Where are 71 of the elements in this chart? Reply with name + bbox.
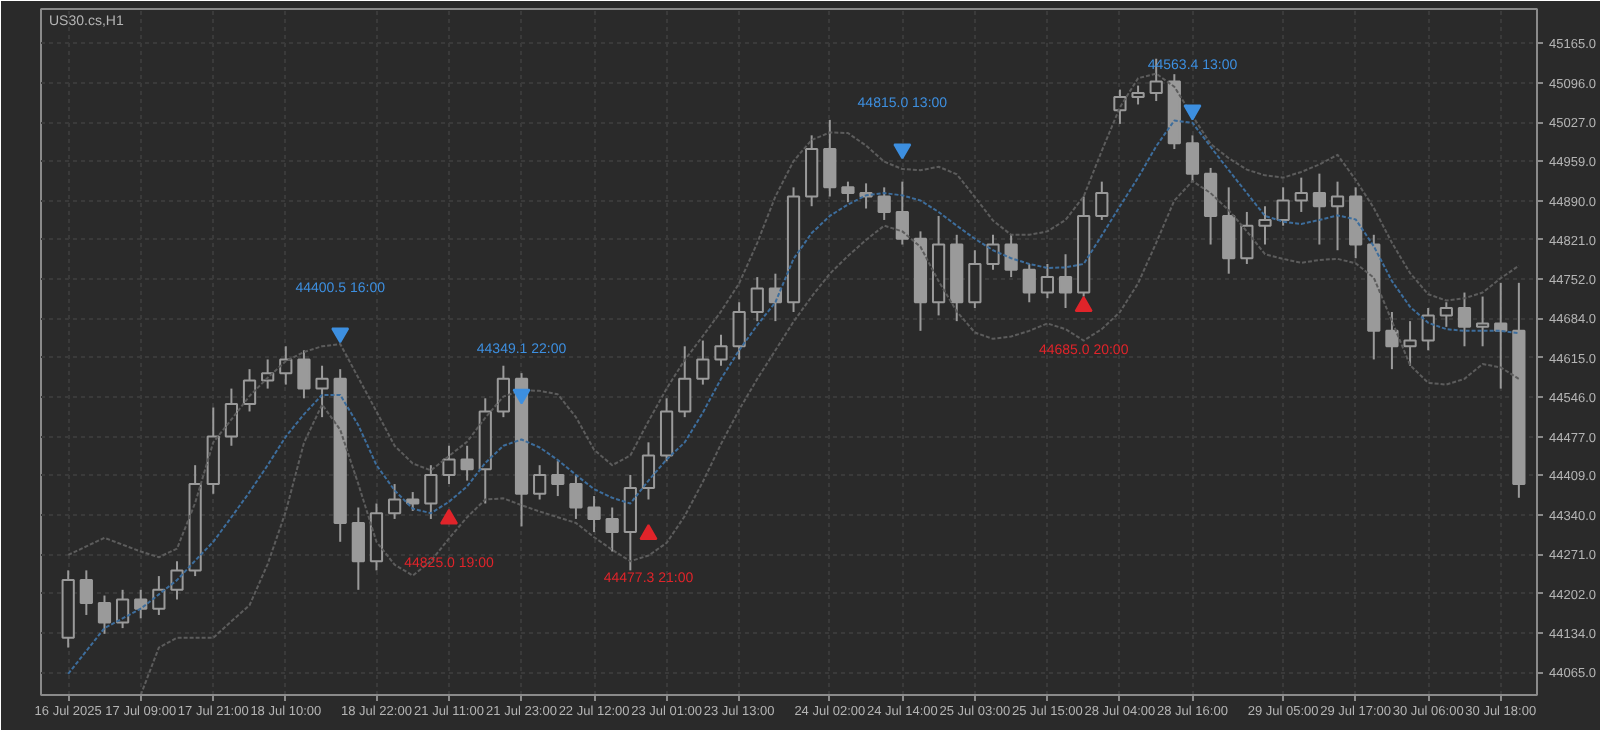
candlestick [496, 364, 511, 419]
candlestick [1276, 186, 1290, 227]
candlestick [823, 118, 837, 198]
candlestick [460, 444, 474, 482]
line-series [67, 119, 1520, 675]
point [440, 508, 458, 525]
candlestick [968, 249, 982, 309]
point [639, 524, 658, 540]
candlestick [895, 180, 909, 246]
candlestick [1421, 306, 1435, 352]
candlestick [1022, 262, 1036, 304]
candlestick [115, 588, 130, 630]
candlestick [641, 441, 656, 501]
candlestick [1457, 291, 1472, 348]
candlestick [714, 333, 728, 367]
candlestick [387, 483, 402, 520]
candlestick [623, 473, 637, 572]
candlestick [1385, 310, 1399, 371]
candlestick [1040, 262, 1055, 300]
candlestick [1403, 320, 1417, 367]
candlestick [424, 464, 438, 520]
candlestick [79, 569, 93, 616]
candlestick [351, 506, 365, 591]
candlestick [1222, 186, 1236, 275]
candlestick [297, 349, 311, 400]
candlestick [1312, 172, 1327, 246]
candlestick [569, 473, 583, 520]
candlestick [1475, 295, 1490, 348]
candlestick [1058, 253, 1073, 309]
candlestick [859, 182, 873, 210]
candlestick [605, 506, 619, 553]
candlestick [1330, 180, 1345, 252]
candlestick [805, 134, 819, 208]
point [1183, 104, 1202, 121]
candlestick [1258, 205, 1272, 246]
point [331, 327, 350, 344]
candlestick [1131, 84, 1145, 106]
candlestick [750, 276, 764, 323]
candlestick [224, 387, 239, 447]
point [893, 143, 912, 160]
candlestick [406, 491, 420, 512]
candlestick [551, 460, 565, 498]
candlestick [1185, 134, 1200, 183]
candlestick [986, 233, 1000, 271]
candlestick [442, 444, 456, 486]
candlestick [1004, 233, 1018, 279]
candlestick [1294, 176, 1308, 213]
candlestick [315, 364, 329, 419]
candlestick [841, 180, 855, 204]
candlestick [1203, 166, 1218, 246]
candlestick [152, 575, 166, 616]
candlestick [587, 495, 601, 534]
candlestick [1240, 210, 1254, 265]
candlestick [279, 345, 293, 386]
point [1074, 296, 1093, 312]
point [512, 388, 531, 405]
candlestick [1113, 88, 1127, 125]
candlestick [1494, 281, 1508, 390]
candlestick [696, 339, 710, 386]
candlestick [206, 406, 220, 495]
candlestick [533, 464, 547, 501]
candlestick [97, 594, 112, 635]
candlestick [242, 368, 257, 413]
candlestick [1439, 301, 1453, 328]
candlestick [678, 345, 692, 419]
candlestick [170, 560, 184, 601]
candlestick [659, 397, 674, 463]
candlestick [877, 186, 891, 221]
line-series [67, 72, 1520, 559]
candlestick [1095, 180, 1109, 221]
candlestick [732, 301, 746, 361]
